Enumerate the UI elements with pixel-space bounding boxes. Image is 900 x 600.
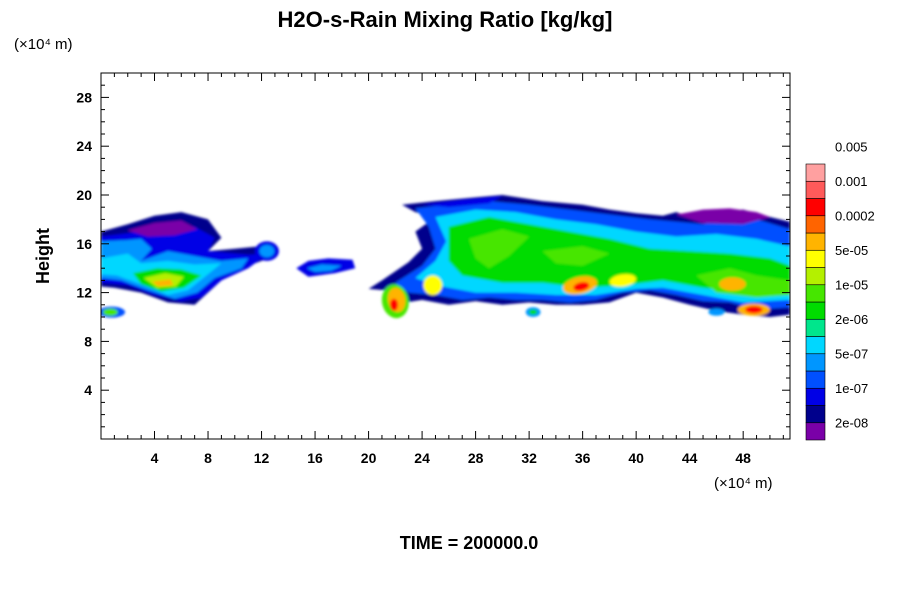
y-tick-label: 20 bbox=[76, 187, 92, 203]
y-axis-ticks: 4 8 12 16 20 24 28 bbox=[76, 84, 790, 428]
contour-region bbox=[542, 246, 610, 266]
y-unit-label: (×10⁴ m) bbox=[14, 36, 73, 53]
x-axis-ticks: 4 8 12 16 20 24 28 32 36 40 44 48 bbox=[113, 73, 784, 466]
contour-region bbox=[719, 277, 746, 291]
contour-region bbox=[708, 308, 725, 316]
contour-region bbox=[151, 279, 174, 287]
colorbar-swatch bbox=[805, 284, 826, 303]
y-tick-label: 4 bbox=[84, 382, 92, 398]
colorbar-swatch bbox=[805, 215, 826, 234]
chart-title: H2O-s-Rain Mixing Ratio [kg/kg] bbox=[278, 7, 613, 32]
mixing-ratio-field bbox=[101, 195, 790, 319]
x-unit-label: (×10⁴ m) bbox=[714, 475, 773, 492]
colorbar-swatch bbox=[805, 336, 826, 355]
x-tick-label: 8 bbox=[204, 450, 212, 466]
y-tick-label: 8 bbox=[84, 333, 92, 349]
colorbar-label: 0.005 bbox=[835, 139, 868, 154]
colorbar-swatch bbox=[805, 249, 826, 268]
colorbar-swatch bbox=[805, 405, 826, 424]
time-label: TIME = 200000.0 bbox=[400, 533, 539, 553]
contour-region bbox=[423, 275, 443, 296]
colorbar-swatch bbox=[805, 163, 826, 182]
colorbar-swatch bbox=[805, 353, 826, 372]
x-tick-label: 48 bbox=[735, 450, 751, 466]
y-tick-label: 12 bbox=[76, 285, 92, 301]
contour-region bbox=[468, 229, 530, 269]
contour-region bbox=[103, 308, 118, 316]
x-tick-label: 28 bbox=[468, 450, 484, 466]
contour-region bbox=[609, 274, 637, 287]
contour-region bbox=[307, 264, 342, 272]
colorbar-swatch bbox=[805, 198, 826, 217]
colorbar-swatch bbox=[805, 370, 826, 389]
contour-region bbox=[529, 309, 538, 315]
y-axis-label: Height bbox=[33, 228, 53, 284]
x-tick-label: 16 bbox=[307, 450, 323, 466]
colorbar-swatch bbox=[805, 318, 826, 337]
contour-region bbox=[745, 306, 763, 314]
colorbar-label: 0.001 bbox=[835, 174, 868, 189]
y-tick-label: 16 bbox=[76, 236, 92, 252]
contour-region bbox=[389, 298, 399, 311]
colorbar-swatch bbox=[805, 422, 826, 441]
colorbar-swatch bbox=[805, 232, 826, 251]
x-tick-label: 20 bbox=[361, 450, 377, 466]
contour-region bbox=[573, 282, 590, 291]
x-tick-label: 4 bbox=[151, 450, 159, 466]
colorbar: 2e-08 1e-07 5e-07 2e-06 1e-05 5e-05 0.0002 0.00… bbox=[805, 139, 875, 441]
colorbar-swatch bbox=[805, 387, 826, 406]
contour-region bbox=[422, 196, 503, 208]
contour-region bbox=[127, 220, 198, 237]
x-tick-label: 32 bbox=[521, 450, 537, 466]
x-tick-label: 12 bbox=[254, 450, 270, 466]
x-tick-label: 44 bbox=[682, 450, 698, 466]
colorbar-swatch bbox=[805, 180, 826, 199]
contour-region bbox=[676, 208, 770, 225]
colorbar-label: 5e-07 bbox=[835, 346, 868, 361]
y-tick-label: 28 bbox=[76, 89, 92, 105]
x-tick-label: 36 bbox=[575, 450, 591, 466]
contour-region bbox=[259, 245, 275, 258]
x-tick-label: 24 bbox=[414, 450, 430, 466]
colorbar-label: 1e-07 bbox=[835, 381, 868, 396]
colorbar-label: 2e-08 bbox=[835, 415, 868, 430]
colorbar-swatch bbox=[805, 267, 826, 286]
x-tick-label: 40 bbox=[628, 450, 644, 466]
colorbar-swatch bbox=[805, 301, 826, 320]
colorbar-label: 0.0002 bbox=[835, 208, 875, 223]
y-tick-label: 24 bbox=[76, 138, 92, 154]
colorbar-label: 2e-06 bbox=[835, 312, 868, 327]
colorbar-label: 5e-05 bbox=[835, 243, 868, 258]
colorbar-label: 1e-05 bbox=[835, 277, 868, 292]
